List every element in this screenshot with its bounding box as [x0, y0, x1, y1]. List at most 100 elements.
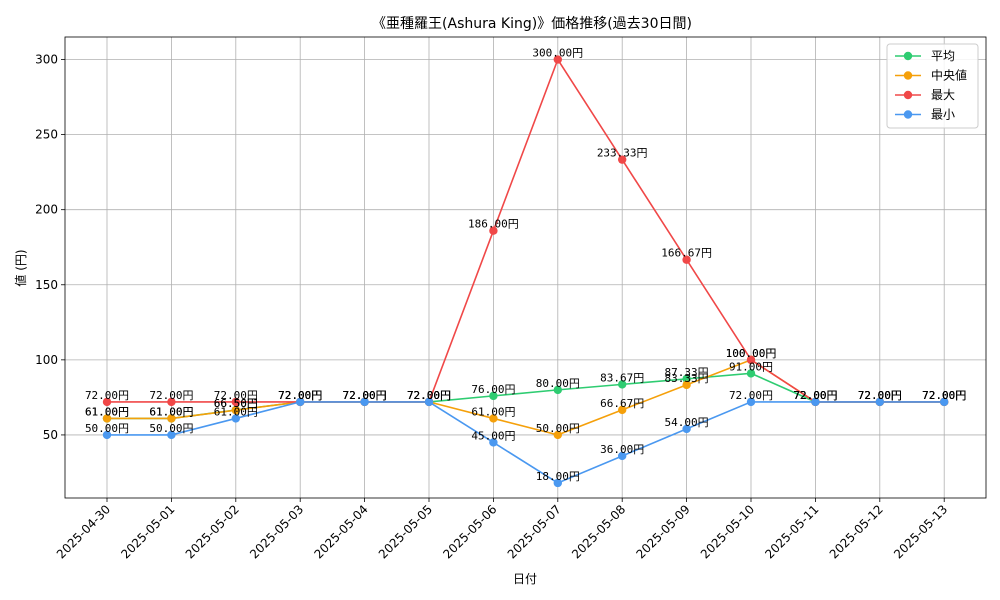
legend-item: 中央値	[895, 68, 967, 83]
x-tick-label: 2025-05-02	[183, 502, 242, 561]
data-point	[618, 380, 627, 389]
legend-item: 最大	[895, 88, 955, 102]
legend-label: 最大	[931, 88, 955, 102]
data-point	[489, 391, 498, 401]
data-label: 72.00円	[407, 389, 451, 402]
y-tick-label: 250	[35, 128, 58, 142]
x-tick-label: 2025-05-01	[118, 502, 177, 561]
y-tick-label: 200	[35, 203, 58, 217]
data-label: 166.67円	[661, 247, 712, 260]
data-label: 72.00円	[793, 389, 837, 402]
data-point	[618, 405, 627, 415]
data-label: 72.00円	[922, 389, 966, 402]
data-label: 18.00円	[536, 470, 580, 483]
series-2	[102, 55, 949, 407]
legend-marker	[903, 71, 913, 80]
x-axis-label: 日付	[513, 572, 537, 586]
legend-item: 最小	[895, 108, 955, 122]
data-label: 66.56円	[214, 397, 258, 410]
data-point	[167, 414, 176, 423]
data-label: 72.00円	[343, 389, 387, 402]
legend-box	[886, 43, 979, 129]
data-label: 80.00円	[536, 377, 580, 390]
data-point	[231, 414, 240, 423]
data-label: 72.00円	[922, 389, 966, 402]
data-label: 45.00円	[471, 429, 515, 442]
chart-title: 《亜種羅王(Ashura King)》価格推移(過去30日間)	[372, 16, 692, 32]
legend-item: 平均	[895, 49, 955, 63]
data-point	[746, 397, 756, 407]
data-label: 72.00円	[407, 389, 451, 402]
data-point	[424, 397, 434, 407]
series-line	[107, 401, 945, 484]
data-point	[489, 438, 498, 447]
data-label: 87.33円	[665, 366, 709, 379]
y-axis-label: 値 (円)	[13, 249, 28, 286]
data-label: 83.33円	[665, 372, 709, 385]
data-label: 61.00円	[214, 405, 258, 418]
data-point	[875, 397, 884, 407]
data-label: 72.00円	[858, 389, 902, 402]
data-point	[167, 430, 176, 440]
data-label: 72.00円	[407, 389, 451, 402]
data-point	[553, 478, 562, 488]
data-label: 50.00円	[85, 422, 129, 435]
x-tick-label: 2025-05-03	[247, 502, 306, 561]
series-group	[102, 55, 949, 488]
data-label: 72.00円	[729, 389, 773, 402]
data-label: 50.00円	[536, 422, 580, 435]
data-label: 72.00円	[343, 389, 387, 402]
data-label: 72.00円	[858, 389, 902, 402]
data-point	[489, 226, 498, 235]
legend-label: 中央値	[931, 68, 967, 83]
data-point	[746, 369, 756, 378]
data-label: 66.67円	[600, 397, 644, 410]
data-label: 61.00円	[149, 405, 193, 418]
series-3	[102, 397, 949, 488]
data-label: 83.67円	[600, 371, 644, 384]
data-point	[296, 397, 305, 407]
data-label: 72.00円	[343, 389, 387, 402]
data-label: 72.00円	[922, 389, 966, 402]
legend-marker	[903, 110, 913, 119]
data-label: 300.00円	[532, 47, 583, 60]
data-point	[231, 397, 240, 407]
legend-marker	[903, 51, 913, 61]
data-point	[553, 430, 562, 440]
data-point	[553, 385, 562, 395]
data-label: 66.50円	[214, 397, 258, 410]
data-label: 61.00円	[471, 405, 515, 418]
data-label: 72.00円	[278, 389, 322, 402]
legend-label: 最小	[931, 108, 955, 122]
data-label: 76.00円	[471, 383, 515, 396]
legend-label: 平均	[931, 49, 955, 63]
data-label: 72.00円	[278, 389, 322, 402]
data-point	[618, 155, 627, 164]
x-tick-label: 2025-05-07	[505, 502, 564, 561]
data-label: 50.00円	[149, 422, 193, 435]
data-label: 100.00円	[726, 347, 777, 360]
data-label: 72.00円	[858, 389, 902, 402]
data-label: 100.00円	[726, 347, 777, 360]
x-tick-label: 2025-05-12	[827, 502, 886, 561]
data-label: 91.00円	[729, 360, 773, 373]
x-tick-label: 2025-05-04	[312, 502, 371, 561]
data-point	[682, 374, 691, 384]
data-point	[231, 405, 240, 415]
data-point	[102, 397, 112, 407]
x-tick-label: 2025-04-30	[54, 502, 113, 561]
data-label: 72.00円	[214, 389, 258, 402]
x-tick-label: 2025-05-08	[569, 502, 628, 561]
data-point	[102, 430, 112, 440]
data-point	[682, 424, 691, 434]
data-label: 72.00円	[793, 389, 837, 402]
data-label: 72.00円	[793, 389, 837, 402]
x-tick-label: 2025-05-05	[376, 502, 435, 561]
data-point	[360, 397, 369, 407]
data-label: 72.00円	[278, 389, 322, 402]
grid-lines	[65, 37, 986, 498]
legend-marker	[903, 90, 913, 100]
